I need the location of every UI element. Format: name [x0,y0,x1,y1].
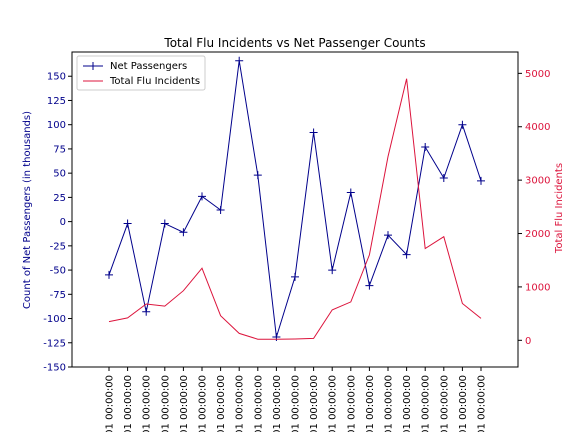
data-point-net-passengers [328,266,337,275]
data-point-net-passengers [142,307,151,316]
x-tick-label: 01 00:00:00 [272,375,283,432]
right-tick-label: 1000 [525,282,550,293]
left-tick-label: 75 [53,144,66,155]
legend: Net Passengers Total Flu Incidents [76,55,206,91]
x-tick-label: 01 00:00:00 [105,375,116,432]
x-tick-label: 01 00:00:00 [421,375,432,432]
data-point-net-passengers [309,128,318,137]
data-point-net-passengers [365,281,374,290]
x-tick-label: 01 00:00:00 [123,375,134,432]
x-axis: 01 00:00:00 01 00:00:00 01 00:00:00 01 00:0… [105,367,488,432]
x-tick-label: 01 00:00:00 [198,375,209,432]
x-tick-label: 01 00:00:00 [402,375,413,432]
data-point-net-passengers [160,219,169,228]
data-point-net-passengers [253,171,262,180]
x-tick-label: 01 00:00:00 [346,375,357,432]
left-tick-label: 0 [60,217,66,228]
left-axis: -150 -125 -100 -75 -50 -25 0 25 50 75 100 125 150 [43,72,72,374]
right-tick-label: 0 [525,336,531,347]
x-tick-label: 01 00:00:00 [216,375,227,432]
legend-label-total-flu-incidents: Total Flu Incidents [109,76,200,87]
x-tick-label: 01 00:00:00 [439,375,450,432]
x-tick-label: 01 00:00:00 [365,375,376,432]
right-tick-label: 3000 [525,176,550,187]
x-tick-label: 01 00:00:00 [384,375,395,432]
x-tick-label: 01 00:00:00 [235,375,246,432]
chart-title: Total Flu Incidents vs Net Passenger Cou… [163,36,425,50]
x-tick-label: 01 00:00:00 [328,375,339,432]
data-point-net-passengers [179,228,188,237]
legend-box [76,55,206,91]
right-axis: 0 1000 2000 3000 4000 5000 [518,69,550,347]
data-point-net-passengers [235,56,244,65]
series-line-net-passengers [108,60,482,338]
data-point-net-passengers [439,174,448,182]
x-tick-label: 01 00:00:00 [458,375,469,432]
left-tick-label: -50 [50,266,66,277]
data-point-net-passengers [458,120,467,129]
right-tick-label: 4000 [525,122,550,133]
left-tick-label: -100 [43,314,66,325]
data-point-net-passengers [123,219,132,228]
x-tick-label: 01 00:00:00 [160,375,171,432]
x-tick-label: 01 00:00:00 [253,375,264,432]
x-tick-label: 01 00:00:00 [309,375,320,432]
data-point-net-passengers [216,205,225,214]
x-tick-label: 01 00:00:00 [291,375,302,432]
plot-area [71,51,519,368]
data-point-net-passengers [105,270,113,279]
left-tick-label: 25 [53,193,66,204]
left-tick-label: -150 [43,363,66,374]
series-layer [105,56,485,341]
left-tick-label: 125 [47,96,66,107]
x-tick-label: 01 00:00:00 [477,375,488,432]
legend-marker-net-passengers [89,62,97,70]
legend-label-net-passengers: Net Passengers [110,61,187,72]
right-tick-label: 2000 [525,229,550,240]
left-tick-label: -125 [43,338,66,349]
left-axis-label: Count of Net Passengers (in thousands) [22,111,33,309]
x-tick-label: 01 00:00:00 [142,375,153,432]
data-point-net-passengers [421,142,430,151]
data-point-net-passengers [346,188,355,197]
right-tick-label: 5000 [525,69,550,80]
data-point-net-passengers [198,192,206,201]
left-tick-label: -25 [50,241,66,252]
series-line-total-flu-incidents [108,78,482,340]
data-point-net-passengers [477,176,485,185]
data-point-net-passengers [402,250,411,259]
left-tick-label: 50 [53,169,66,180]
data-point-net-passengers [384,231,392,240]
right-axis-label: Total Flu Incidents [554,163,565,254]
left-tick-label: 150 [47,72,66,83]
x-tick-label: 01 00:00:00 [179,375,190,432]
left-tick-label: 100 [47,120,66,131]
data-point-net-passengers [272,332,281,341]
left-tick-label: -75 [50,290,66,301]
data-point-net-passengers [291,272,299,281]
